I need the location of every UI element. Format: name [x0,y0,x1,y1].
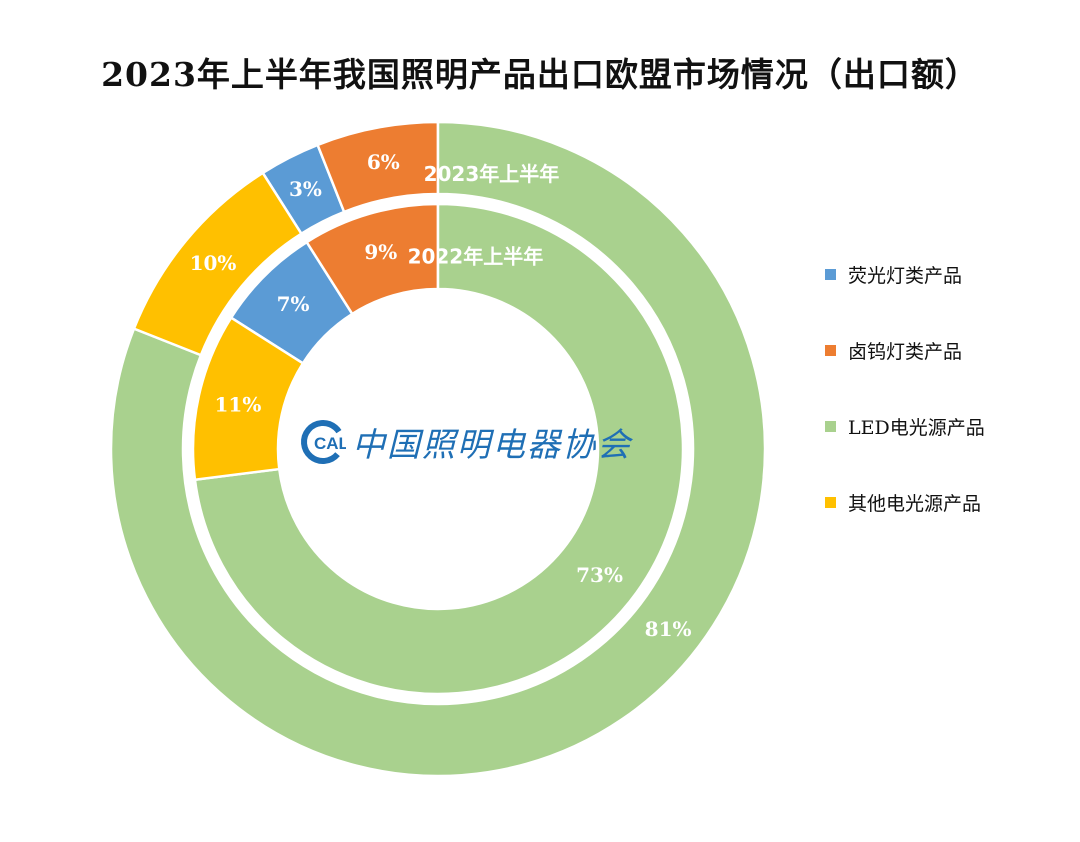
cali-logo-icon: CALI [301,420,346,464]
logo-text: 中国照明电器协会 [352,425,632,464]
inner-slice-led [193,202,685,696]
inner-slice-other [191,315,305,482]
legend-swatch [825,268,836,280]
outer-label-fluorescent: 3% [289,177,322,201]
legend-swatch [825,420,836,432]
outer-label-other: 10% [190,251,237,275]
inner-label-led: 73% [576,563,623,587]
outer-slice-other [132,171,304,357]
outer-ring-name: 2023年上半年 [424,162,560,186]
legend-label: 卤钨灯类产品 [848,340,963,363]
legend-item-fluorescent: 荧光灯类产品 [825,255,985,293]
outer-label-led: 81% [645,617,692,641]
legend-swatch [825,496,836,508]
inner-label-fluorescent: 7% [277,292,310,316]
legend-item-halogen: 卤钨灯类产品 [825,331,985,369]
cali-logo: CALI 中国照明电器协会 [300,418,632,466]
legend-label: 荧光灯类产品 [848,264,963,287]
inner-label-halogen: 9% [364,240,397,264]
chart-title: 2023年上半年我国照明产品出口欧盟市场情况（出口额） [101,55,979,94]
logo-mark: CALI [314,434,346,453]
legend-item-other: 其他电光源产品 [825,483,985,521]
outer-slice-led [109,120,767,778]
legend-item-led: LED电光源产品 [825,407,985,445]
legend-label: 其他电光源产品 [848,492,982,515]
inner-label-other: 11% [215,392,262,416]
outer-label-halogen: 6% [367,150,400,174]
inner-ring-name: 2022年上半年 [408,245,544,269]
legend-label: LED电光源产品 [848,416,985,439]
legend: 荧光灯类产品 卤钨灯类产品 LED电光源产品 其他电光源产品 [825,255,985,559]
legend-swatch [825,344,836,356]
